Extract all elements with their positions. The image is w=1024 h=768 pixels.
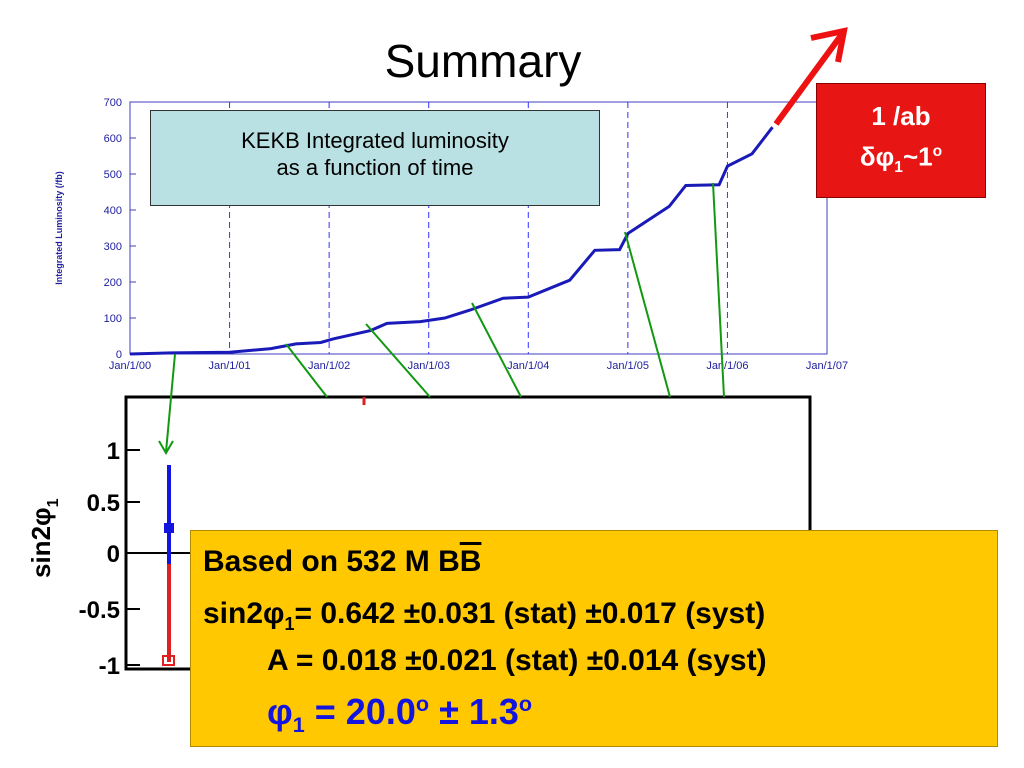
lumi-x-tick-label: Jan/1/02 [308,360,350,372]
sin2phi-y-tick-label: -0.5 [79,597,120,624]
lumi-plot-frame [129,101,828,355]
lumi-y-tick-label: 700 [104,97,122,109]
data-point [164,523,174,533]
connectors [158,182,725,455]
lumi-y-tick-label: 300 [104,241,122,253]
lumi-x-tick-label: Jan/1/01 [208,360,250,372]
lumi-x-tick-label: Jan/1/04 [507,360,549,372]
lumi-y-tick-label: 0 [116,349,122,361]
lumi-x-tick-label: Jan/1/05 [607,360,649,372]
sin2phi-y-tick-label: 1 [107,438,120,465]
lumi-y-ticks: 0 100 200 300 400 500 600 700 [104,97,136,361]
target-line2: δφ1~1o [859,141,943,176]
lumi-y-tick-label: 600 [104,133,122,145]
target-box: 1 /ab δφ1~1o [816,83,986,198]
lumi-x-tick-label: Jan/1/03 [408,360,450,372]
lumi-ylabel: Integrated Luminosity (/fb) [54,171,64,285]
lumi-annotation-box: KEKB Integrated luminosity as a function… [150,110,600,206]
lumi-x-ticks: Jan/1/00 Jan/1/01 Jan/1/02 Jan/1/03 Jan/1/04… [109,360,848,372]
sin2phi-y-tick-label: 0.5 [87,490,120,517]
lumi-x-tick-label: Jan/1/07 [806,360,848,372]
result-line1: Based on 532 M BB [203,545,482,578]
sin2phi-y-tick-label: -1 [99,653,120,680]
lumi-y-tick-label: 500 [104,169,122,181]
red-marker [162,655,175,666]
lumi-curve [129,126,774,356]
slide-title: Summary [384,35,582,87]
lumi-annotation-line1: KEKB Integrated luminosity [241,128,509,153]
lumi-y-tick-label: 400 [104,205,122,217]
result-line4: φ1 = 20.0o ± 1.3o [267,691,533,738]
lumi-x-tick-label: Jan/1/00 [109,360,151,372]
result-line3: A = 0.018 ±0.021 (stat) ±0.014 (syst) [267,644,767,677]
sin2phi-y-tick-label: 0 [107,541,120,568]
lumi-x-tick-label: Jan/1/06 [706,360,748,372]
target-line1: 1 /ab [871,101,931,131]
result-line2: sin2φ1= 0.642 ±0.031 (stat) ±0.017 (syst… [203,597,766,634]
result-box: Based on 532 M BB sin2φ1= 0.642 ±0.031 (… [190,530,998,747]
sin2phi-ylabel: sin2φ1 [26,498,62,578]
lumi-y-tick-label: 100 [104,313,122,325]
extrapolation-arrow [773,27,848,126]
lumi-y-tick-label: 200 [104,277,122,289]
sin2phi-y-ticks: 1 0.5 0 -0.5 -1 [79,438,140,680]
lumi-annotation-line2: as a function of time [276,155,474,180]
